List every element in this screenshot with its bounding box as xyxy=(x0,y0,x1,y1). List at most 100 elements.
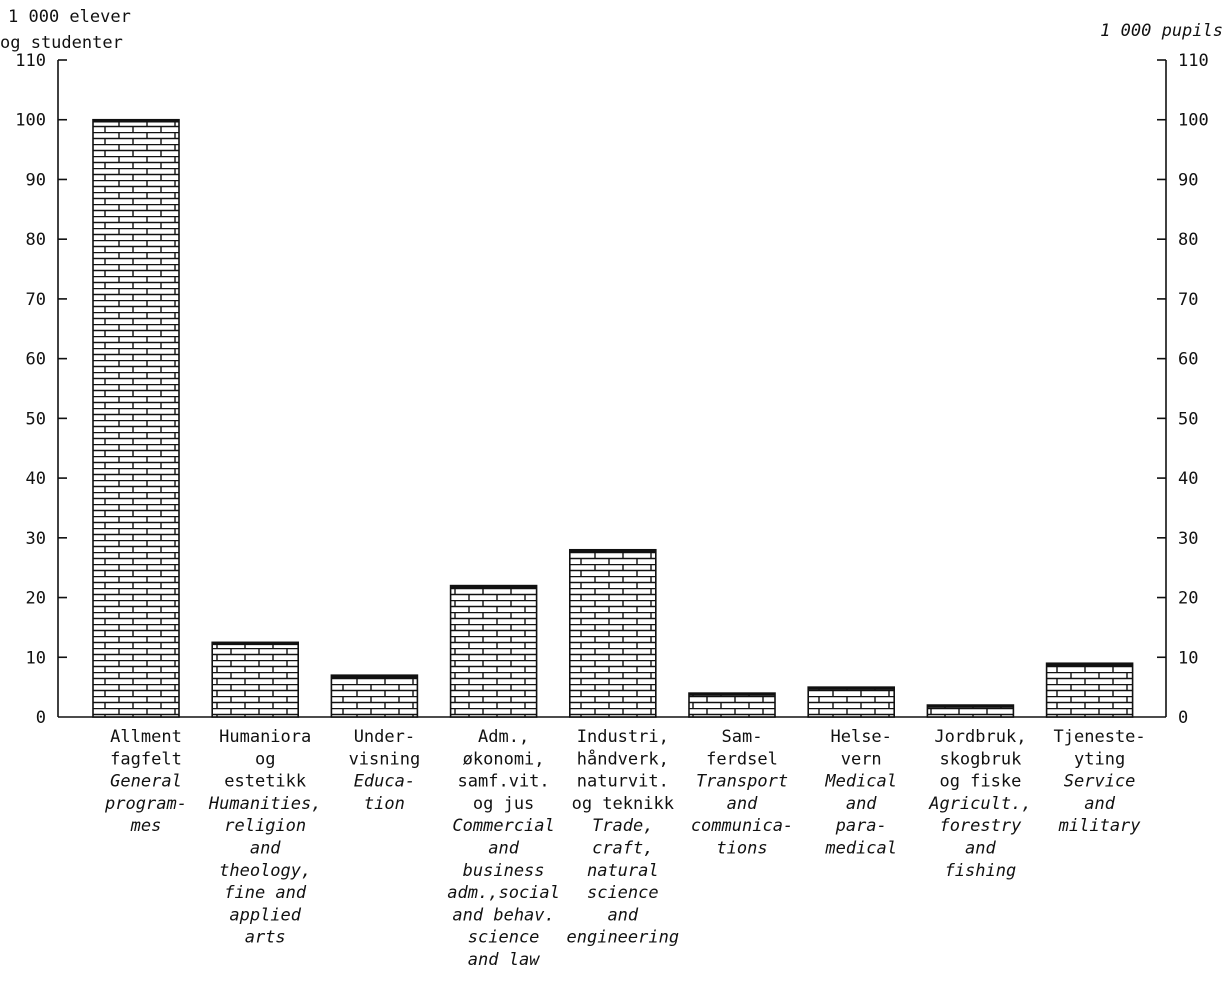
category-label-en: and xyxy=(846,794,877,814)
y-tick-label-left: 0 xyxy=(36,708,46,728)
category-label-no: Tjeneste- xyxy=(1054,727,1146,747)
bar xyxy=(449,584,538,718)
y-tick-label-right: 80 xyxy=(1178,230,1198,250)
category-label-en: medical xyxy=(824,839,897,859)
category-label-en: and xyxy=(488,839,519,859)
category-label-en: Medical xyxy=(824,772,897,792)
y-tick-label-right: 30 xyxy=(1178,529,1198,549)
category-label-no: og xyxy=(255,749,275,769)
category-label-no: naturvit. xyxy=(577,772,669,792)
category-label-en: Educa- xyxy=(354,772,415,792)
category-label-en: and xyxy=(965,839,996,859)
category-label-en: religion xyxy=(224,816,306,836)
bar xyxy=(807,686,896,718)
y-tick-label-right: 10 xyxy=(1178,648,1198,668)
category-label-no: visning xyxy=(349,749,421,769)
category-label-no: ferdsel xyxy=(706,749,778,769)
category-label-en: and xyxy=(727,794,758,814)
category-label-no: Industri, xyxy=(577,727,669,747)
category-label-en: applied xyxy=(229,905,301,925)
y-tick-label-right: 90 xyxy=(1178,170,1198,190)
category-label-no: Humaniora xyxy=(219,727,311,747)
bar xyxy=(1045,662,1134,718)
category-label-en: Humanities, xyxy=(208,794,322,814)
category-label-en: business xyxy=(463,861,545,881)
category-label-no: Adm., xyxy=(478,727,529,747)
category-label-no: og teknikk xyxy=(572,794,674,814)
category-label-en: Commercial xyxy=(452,816,554,836)
category-label-en: Service xyxy=(1064,772,1136,792)
category-label-en: science xyxy=(468,928,540,948)
bar xyxy=(926,704,1015,718)
category-label-no: yting xyxy=(1074,749,1125,769)
y-tick-label-right: 100 xyxy=(1178,111,1209,131)
y-tick-label-left: 10 xyxy=(26,648,46,668)
category-label-en: tions xyxy=(716,839,767,859)
category-label-en: craft, xyxy=(592,839,653,859)
bar xyxy=(688,692,776,718)
y-tick-label-left: 40 xyxy=(26,469,46,489)
y-tick-label-right: 60 xyxy=(1178,350,1198,370)
y-tick-label-right: 20 xyxy=(1178,589,1198,609)
category-label-en: tion xyxy=(364,794,405,814)
category-label-no: håndverk, xyxy=(577,748,669,769)
y-tick-label-left: 110 xyxy=(15,51,46,71)
category-label-no: Jordbruk, xyxy=(934,727,1026,747)
category-label-no: og jus xyxy=(473,794,534,814)
y-tick-label-left: 30 xyxy=(26,529,46,549)
bars xyxy=(92,118,1134,718)
category-label-en: program- xyxy=(104,794,187,814)
category-label-en: Trade, xyxy=(592,816,653,836)
y-tick-label-right: 0 xyxy=(1178,708,1188,728)
y-axis-title-right: 1 000 pupils xyxy=(1100,21,1223,41)
y-tick-label-right: 110 xyxy=(1178,51,1209,71)
y-axis-title-left-line2: og studenter xyxy=(0,33,123,53)
y-tick-label-right: 70 xyxy=(1178,290,1198,310)
bar xyxy=(568,548,657,718)
category-label-no: Sam- xyxy=(722,727,763,747)
category-label-no: skogbruk xyxy=(939,749,1021,769)
y-ticks: 0 0 10 10 20 20 30 30 40 40 50 50 60 60 70 70 80 80 90 90 10… xyxy=(15,51,1208,728)
category-label-en: theology, xyxy=(219,861,311,881)
y-tick-label-right: 40 xyxy=(1178,469,1198,489)
category-label-en: natural xyxy=(587,861,659,881)
category-label-no: Under- xyxy=(354,727,415,747)
category-label-no: vern xyxy=(841,749,882,769)
category-label-no: økonomi, xyxy=(463,749,545,769)
y-axis-title-left-line1: 1 000 elever xyxy=(8,7,131,27)
category-label-no: estetikk xyxy=(224,772,306,792)
category-label-no: Helse- xyxy=(830,727,891,747)
category-label-en: fishing xyxy=(945,861,1017,881)
y-tick-label-left: 70 xyxy=(26,290,46,310)
category-label-no: fagfelt xyxy=(110,749,182,769)
category-label-en: communica- xyxy=(691,816,793,836)
y-tick-label-right: 50 xyxy=(1178,409,1198,429)
category-label-en: General xyxy=(110,772,182,792)
category-label-no: Allment xyxy=(110,727,182,747)
category-label-en: fine and xyxy=(224,883,307,903)
category-label-en: and xyxy=(607,905,638,925)
category-label-en: mes xyxy=(130,816,162,836)
y-tick-label-left: 90 xyxy=(26,170,46,190)
y-tick-label-left: 20 xyxy=(26,589,46,609)
category-label-en: adm.,social xyxy=(447,883,560,903)
bar xyxy=(330,674,419,718)
category-label-en: and law xyxy=(468,950,540,970)
category-label-en: and xyxy=(1084,794,1115,814)
y-tick-label-left: 80 xyxy=(26,230,46,250)
category-label-en: forestry xyxy=(939,816,1022,836)
category-label-en: science xyxy=(587,883,659,903)
y-tick-label-left: 100 xyxy=(15,111,46,131)
bar xyxy=(211,641,299,718)
y-tick-label-left: 60 xyxy=(26,350,46,370)
category-label-en: engineering xyxy=(567,928,680,948)
bar xyxy=(92,118,180,718)
category-label-en: and xyxy=(250,839,281,859)
category-label-no: samf.vit. xyxy=(458,772,550,792)
category-label-en: para- xyxy=(835,816,887,836)
category-label-en: military xyxy=(1058,816,1142,836)
category-label-en: and behav. xyxy=(452,905,554,925)
category-label-en: Agricult., xyxy=(928,794,1031,814)
